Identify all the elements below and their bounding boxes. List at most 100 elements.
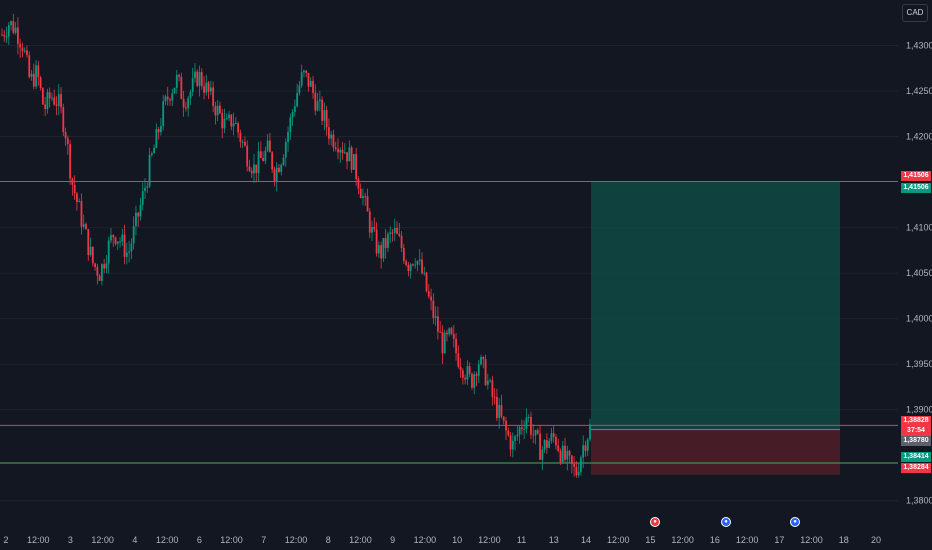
candle-body — [178, 74, 180, 77]
candle-body — [357, 179, 360, 189]
candle-body — [146, 186, 149, 188]
candle-body — [207, 82, 210, 92]
price-tick-label: 1,40000 — [906, 314, 932, 324]
time-tick-label: 15 — [645, 535, 655, 545]
candle-body — [69, 144, 72, 179]
price-axis[interactable]: 1,43000 1,42500 1,42000 1,41000 1,40500 1,400… — [906, 41, 932, 506]
countdown-tag: 37:54 — [901, 426, 931, 436]
position-profit-zone[interactable] — [591, 181, 840, 430]
price-tick-label: 1,42000 — [906, 132, 932, 142]
currency-button[interactable]: CAD — [902, 4, 928, 22]
time-tick-label: 12:00 — [607, 535, 630, 545]
candle-body — [228, 114, 230, 119]
candle-body — [132, 226, 135, 244]
candle-body — [105, 263, 108, 269]
candle-body — [289, 117, 292, 133]
candle-body — [273, 169, 276, 182]
candle-body — [502, 416, 505, 421]
candle-body — [180, 76, 183, 99]
candle-body — [364, 196, 367, 198]
candle-body — [184, 107, 187, 109]
candle-body — [489, 380, 492, 382]
candle-body — [566, 450, 569, 460]
candle-body — [66, 138, 69, 145]
candle-body — [328, 127, 330, 139]
candle-body — [137, 212, 140, 217]
candle-body — [514, 436, 516, 441]
candle-body — [446, 332, 448, 335]
candle-body — [348, 147, 351, 162]
candle-body — [498, 404, 501, 418]
time-tick-label: 10 — [452, 535, 462, 545]
canada-flag-icon[interactable]: ● — [650, 517, 660, 527]
candle-body — [148, 155, 151, 187]
time-tick-label: 18 — [839, 535, 849, 545]
candle-body — [384, 238, 387, 249]
candle-body — [155, 129, 158, 148]
candle-body — [89, 246, 92, 256]
candle-body — [371, 227, 373, 233]
candle-body — [216, 105, 219, 116]
candle-body — [53, 97, 56, 105]
price-tick-label: 1,38000 — [906, 496, 932, 506]
candle-body — [459, 366, 462, 371]
candle-body — [255, 164, 258, 174]
candle-body — [341, 149, 344, 153]
us-flag-icon-2[interactable]: ● — [790, 517, 800, 527]
candle-body — [85, 224, 87, 230]
time-tick-label: 2 — [3, 535, 8, 545]
candle-body — [7, 25, 10, 37]
candle-body — [330, 134, 333, 139]
candle-body — [520, 427, 523, 429]
candle-body — [473, 374, 476, 388]
candle-body — [461, 370, 464, 378]
candle-body — [441, 332, 444, 354]
candle-body — [570, 455, 573, 465]
candle-body — [35, 65, 37, 87]
candle-body — [78, 201, 81, 203]
candle-body — [405, 261, 408, 265]
candle-body — [505, 420, 507, 431]
candle-body — [298, 85, 301, 94]
candle-body — [76, 193, 78, 202]
candle-body — [355, 154, 358, 180]
price-tick-label: 1,39500 — [906, 359, 932, 369]
candle-body — [343, 152, 346, 154]
candle-body — [373, 227, 376, 230]
candle-body — [175, 74, 178, 88]
candle-body — [300, 72, 303, 86]
time-tick-label: 12:00 — [478, 535, 501, 545]
candle-body — [468, 366, 471, 374]
candle-body — [248, 166, 251, 171]
position-loss-zone[interactable] — [591, 429, 840, 475]
time-tick-label: 8 — [326, 535, 331, 545]
candle-body — [314, 92, 317, 111]
candle-body — [402, 247, 405, 262]
candle-body — [19, 43, 22, 48]
candle-body — [182, 98, 185, 108]
candle-body — [280, 164, 283, 172]
candle-body — [37, 65, 40, 78]
us-flag-icon[interactable]: ● — [721, 517, 731, 527]
candle-body — [282, 157, 285, 165]
candle-body — [303, 70, 305, 73]
candle-body — [307, 72, 310, 87]
candle-body — [321, 99, 324, 121]
candle-body — [12, 21, 15, 33]
candle-body — [82, 224, 85, 227]
time-tick-label: 3 — [68, 535, 73, 545]
candle-body — [203, 86, 205, 93]
candle-body — [173, 87, 176, 94]
time-tick-label: 12:00 — [349, 535, 372, 545]
time-tick-label: 7 — [261, 535, 266, 545]
candle-body — [477, 364, 480, 376]
candle-body — [391, 232, 394, 234]
time-tick-label: 12:00 — [156, 535, 179, 545]
time-axis[interactable]: 2 12:00 3 12:00 4 12:00 6 12:00 7 12:00 8 12:00 9 12:… — [3, 535, 881, 545]
candle-body — [552, 433, 555, 437]
candle-body — [80, 201, 83, 227]
candle-body — [16, 27, 19, 44]
candle-body — [316, 101, 319, 111]
candle-body — [157, 129, 160, 133]
